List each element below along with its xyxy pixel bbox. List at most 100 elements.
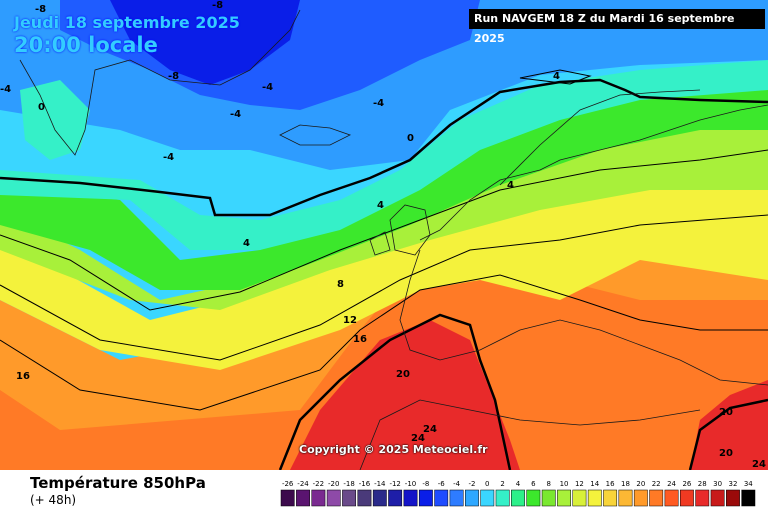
scale-label: -18 xyxy=(343,480,354,488)
scale-swatch xyxy=(280,489,295,507)
scale-label: 4 xyxy=(516,480,521,488)
label-minus8-c: -8 xyxy=(168,71,179,82)
label-twentyfour-b: 24 xyxy=(411,433,425,444)
copyright-text: Copyright © 2025 Meteociel.fr xyxy=(299,443,488,456)
scale-swatch xyxy=(710,489,725,507)
scale-swatch xyxy=(618,489,633,507)
scale-swatch xyxy=(572,489,587,507)
scale-swatch xyxy=(633,489,648,507)
scale-swatch xyxy=(388,489,403,507)
scale-label: -20 xyxy=(328,480,339,488)
scale-swatch xyxy=(541,489,556,507)
scale-swatch xyxy=(403,489,418,507)
scale-label: -4 xyxy=(453,480,461,488)
label-minus4-a: -4 xyxy=(0,84,11,95)
scale-swatch xyxy=(480,489,495,507)
label-four-a: 4 xyxy=(553,71,560,82)
label-twelve: 12 xyxy=(343,315,357,326)
scale-label: -16 xyxy=(359,480,371,488)
scale-label: 14 xyxy=(590,480,599,488)
twenty-isotherm xyxy=(278,313,512,470)
scale-label: -24 xyxy=(297,480,309,488)
scale-label: 26 xyxy=(682,480,691,488)
label-twenty-a: 20 xyxy=(396,369,410,380)
forecast-offset: (+ 48h) xyxy=(30,493,77,507)
europe-coast xyxy=(399,89,768,386)
scale-swatch xyxy=(726,489,740,507)
scale-swatch xyxy=(311,489,326,507)
greenland-coast xyxy=(19,9,301,156)
scale-swatch xyxy=(372,489,387,507)
uk-coast xyxy=(369,204,431,256)
scale-label: -14 xyxy=(374,480,386,488)
scale-swatch xyxy=(587,489,602,507)
scale-label: -22 xyxy=(313,480,324,488)
label-four-d: 4 xyxy=(507,180,514,191)
label-minus8-b: -8 xyxy=(212,0,223,11)
scale-label: 2 xyxy=(500,480,504,488)
scale-swatch xyxy=(434,489,449,507)
scale-label: -12 xyxy=(389,480,400,488)
forecast-date: Jeudi 18 septembre 2025 xyxy=(14,13,240,32)
scale-swatch xyxy=(465,489,479,507)
label-minus8-a: -8 xyxy=(35,4,46,15)
label-twentyfour-c: 24 xyxy=(752,459,766,470)
label-zero-a: 0 xyxy=(38,102,45,113)
scale-label: 12 xyxy=(575,480,584,488)
scale-swatch xyxy=(357,489,372,507)
zero-isotherm xyxy=(0,78,768,217)
temperature-map: -8 -8 -8 -4 -4 -4 -4 -4 0 0 4 4 4 4 8 12… xyxy=(0,0,768,470)
red-core xyxy=(290,320,520,470)
lime-band xyxy=(0,110,768,310)
scale-label: -26 xyxy=(282,480,294,488)
iceland-coast xyxy=(279,124,352,146)
scale-swatch xyxy=(649,489,664,507)
scale-swatch xyxy=(679,489,694,507)
scale-swatch xyxy=(557,489,571,507)
label-twenty-c: 20 xyxy=(719,448,733,459)
scale-label: 18 xyxy=(621,480,630,488)
color-scale: -26 -24 -22 -20 -18 -16 -14 -12 -10 -8 -6 -4 -2 0 2 4 6 8… xyxy=(280,480,756,507)
scale-label: 22 xyxy=(652,480,661,488)
label-minus4-d: -4 xyxy=(373,98,384,109)
label-eight: 8 xyxy=(337,279,344,290)
twenty-isotherm-east xyxy=(688,398,768,470)
footer: Température 850hPa (+ 48h) -26 -24 -22 -20-… xyxy=(0,470,768,512)
africa-coast xyxy=(359,399,701,470)
scale-swatch xyxy=(495,489,510,507)
red-core-east xyxy=(690,380,768,470)
scale-swatch xyxy=(326,489,341,507)
scale-label: 16 xyxy=(606,480,615,488)
model-run-banner: Run NAVGEM 18 Z du Mardi 16 septembre 20… xyxy=(469,9,765,45)
label-twenty-b: 20 xyxy=(719,407,733,418)
scale-swatch xyxy=(603,489,618,507)
label-minus4-b: -4 xyxy=(262,82,273,93)
scale-swatch xyxy=(511,489,525,507)
scale-label: 10 xyxy=(560,480,569,488)
scale-label: -10 xyxy=(405,480,416,488)
scale-swatch xyxy=(449,489,464,507)
map-title: Température 850hPa xyxy=(30,474,206,492)
scale-label: 32 xyxy=(729,480,738,488)
label-twentyfour-a: 24 xyxy=(423,424,437,435)
label-minus4-c: -4 xyxy=(230,109,241,120)
aqua-band xyxy=(0,60,768,250)
label-zero-b: 0 xyxy=(407,133,414,144)
forecast-time: 20:00 locale xyxy=(14,33,158,57)
scale-label: 30 xyxy=(713,480,722,488)
scale-label: -8 xyxy=(422,480,429,488)
green-band xyxy=(0,80,768,290)
label-minus4-e: -4 xyxy=(163,152,174,163)
scale-label: -6 xyxy=(438,480,446,488)
scale-label: 24 xyxy=(667,480,676,488)
scale-swatch xyxy=(741,489,756,507)
scale-label: 8 xyxy=(546,480,550,488)
deep-blue-greenland xyxy=(110,0,300,85)
scale-swatch xyxy=(526,489,541,507)
label-sixteen-b: 16 xyxy=(16,371,30,382)
scale-label: 0 xyxy=(485,480,489,488)
scale-label: -2 xyxy=(468,480,475,488)
scale-label: 28 xyxy=(698,480,707,488)
scale-swatch xyxy=(418,489,433,507)
